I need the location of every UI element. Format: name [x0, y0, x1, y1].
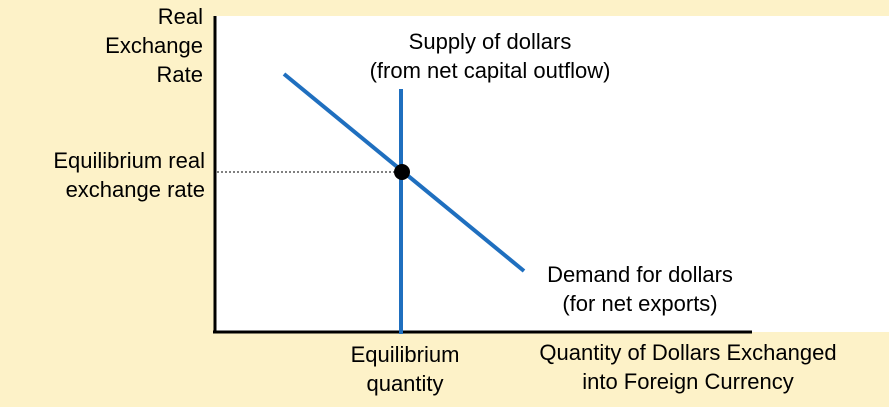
equilibrium-point — [394, 164, 410, 180]
equilibrium-rate-label: Equilibrium real exchange rate — [53, 146, 205, 204]
equilibrium-quantity-label: Equilibrium quantity — [325, 340, 485, 398]
demand-curve-label: Demand for dollars (for net exports) — [520, 260, 760, 318]
equilibrium-rate-label-line-1: Equilibrium real — [53, 148, 205, 173]
supply-curve-label-block: Supply of dollars (from net capital outf… — [330, 27, 650, 85]
supply-curve-label-line-2: (from net capital outflow) — [369, 58, 611, 83]
demand-curve-label-line-1: Demand for dollars — [547, 262, 733, 287]
supply-curve-label-line-1: Supply of dollars — [408, 29, 572, 54]
equilibrium-quantity-label-line-2: quantity — [366, 371, 444, 396]
plot-area — [215, 16, 889, 332]
x-axis-label-line-1: Quantity of Dollars Exchanged — [539, 340, 837, 365]
equilibrium-quantity-label-line-1: Equilibrium — [350, 342, 460, 367]
y-axis-label-line-1: Real — [157, 4, 203, 29]
y-axis-label-line-2: Exchange — [105, 33, 203, 58]
y-axis-label: Real Exchange Rate — [105, 2, 203, 89]
x-axis-label: Quantity of Dollars Exchanged into Forei… — [508, 338, 868, 396]
demand-curve-label-line-2: (for net exports) — [562, 291, 718, 316]
x-axis-label-line-2: into Foreign Currency — [582, 369, 794, 394]
y-axis-label-line-3: Rate — [156, 62, 203, 87]
equilibrium-rate-label-line-2: exchange rate — [65, 177, 205, 202]
